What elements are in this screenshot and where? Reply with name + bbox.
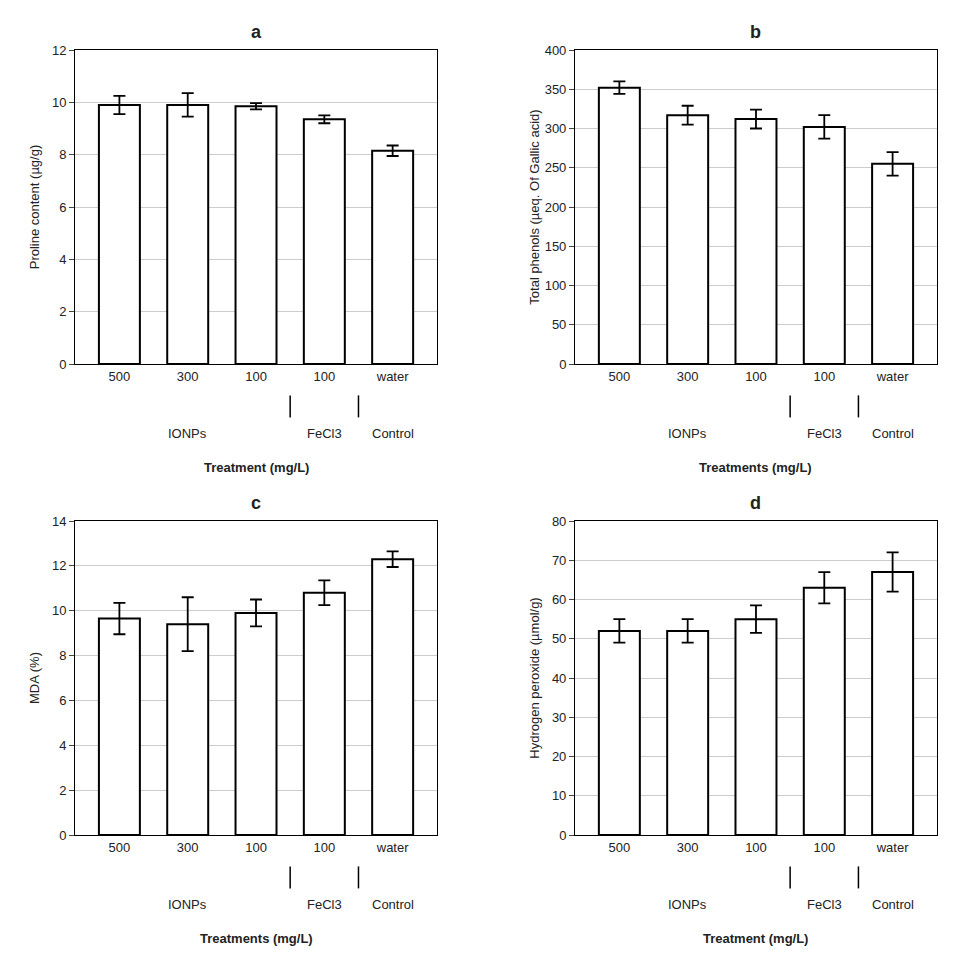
svg-text:150: 150 xyxy=(545,239,567,254)
svg-text:100: 100 xyxy=(813,369,835,384)
svg-text:Treatments (mg/L): Treatments (mg/L) xyxy=(200,931,313,946)
svg-text:d: d xyxy=(750,493,761,513)
svg-text:500: 500 xyxy=(109,369,131,384)
svg-text:10: 10 xyxy=(52,603,66,618)
svg-text:500: 500 xyxy=(609,369,631,384)
svg-text:IONPs: IONPs xyxy=(668,426,707,441)
svg-text:2: 2 xyxy=(59,304,66,319)
svg-text:FeCl3: FeCl3 xyxy=(807,426,842,441)
svg-text:100: 100 xyxy=(313,369,335,384)
svg-text:50: 50 xyxy=(552,317,566,332)
svg-text:40: 40 xyxy=(552,671,566,686)
svg-text:14: 14 xyxy=(52,514,66,529)
svg-text:0: 0 xyxy=(59,357,66,372)
svg-text:water: water xyxy=(376,369,409,384)
svg-text:8: 8 xyxy=(59,147,66,162)
svg-text:350: 350 xyxy=(545,82,567,97)
svg-text:Control: Control xyxy=(372,897,414,912)
svg-text:300: 300 xyxy=(177,840,199,855)
svg-text:100: 100 xyxy=(813,840,835,855)
svg-text:Treatment (mg/L): Treatment (mg/L) xyxy=(703,931,808,946)
svg-text:FeCl3: FeCl3 xyxy=(807,897,842,912)
svg-text:200: 200 xyxy=(545,200,567,215)
svg-text:Hydrogen peroxide (µmol/g): Hydrogen peroxide (µmol/g) xyxy=(527,597,542,758)
svg-text:FeCl3: FeCl3 xyxy=(307,426,342,441)
svg-text:IONPs: IONPs xyxy=(168,426,207,441)
svg-text:6: 6 xyxy=(59,693,66,708)
svg-text:300: 300 xyxy=(677,840,699,855)
svg-text:FeCl3: FeCl3 xyxy=(307,897,342,912)
svg-text:60: 60 xyxy=(552,592,566,607)
svg-text:100: 100 xyxy=(245,369,267,384)
svg-text:300: 300 xyxy=(677,369,699,384)
svg-text:20: 20 xyxy=(552,749,566,764)
svg-text:4: 4 xyxy=(59,738,66,753)
svg-text:Control: Control xyxy=(872,897,914,912)
svg-text:100: 100 xyxy=(545,278,567,293)
svg-text:c: c xyxy=(251,493,261,513)
svg-text:250: 250 xyxy=(545,160,567,175)
svg-text:400: 400 xyxy=(545,43,567,58)
svg-text:Proline content (µg/g): Proline content (µg/g) xyxy=(27,145,42,270)
svg-text:0: 0 xyxy=(59,828,66,843)
svg-text:6: 6 xyxy=(59,200,66,215)
svg-text:a: a xyxy=(251,22,262,42)
svg-text:50: 50 xyxy=(552,631,566,646)
svg-text:0: 0 xyxy=(559,357,566,372)
svg-text:Total phenols (µeq. Of Gallic: Total phenols (µeq. Of Gallic acid) xyxy=(527,109,542,304)
svg-text:water: water xyxy=(876,369,909,384)
svg-text:100: 100 xyxy=(245,840,267,855)
svg-text:8: 8 xyxy=(59,648,66,663)
svg-text:Control: Control xyxy=(372,426,414,441)
svg-text:2: 2 xyxy=(59,783,66,798)
svg-text:100: 100 xyxy=(745,840,767,855)
svg-text:500: 500 xyxy=(109,840,131,855)
svg-text:70: 70 xyxy=(552,553,566,568)
svg-text:12: 12 xyxy=(52,558,66,573)
svg-text:water: water xyxy=(376,840,409,855)
svg-text:30: 30 xyxy=(552,710,566,725)
svg-text:100: 100 xyxy=(745,369,767,384)
svg-text:4: 4 xyxy=(59,252,66,267)
svg-text:12: 12 xyxy=(52,43,66,58)
svg-text:10: 10 xyxy=(52,95,66,110)
svg-text:MDA (%): MDA (%) xyxy=(27,652,42,704)
svg-text:0: 0 xyxy=(559,828,566,843)
svg-text:Treatments (mg/L): Treatments (mg/L) xyxy=(699,460,812,475)
svg-text:300: 300 xyxy=(177,369,199,384)
svg-text:500: 500 xyxy=(609,840,631,855)
svg-text:IONPs: IONPs xyxy=(168,897,207,912)
svg-text:water: water xyxy=(876,840,909,855)
svg-text:100: 100 xyxy=(313,840,335,855)
svg-text:300: 300 xyxy=(545,121,567,136)
svg-text:80: 80 xyxy=(552,514,566,529)
svg-text:Control: Control xyxy=(872,426,914,441)
svg-text:10: 10 xyxy=(552,788,566,803)
svg-text:b: b xyxy=(750,22,761,42)
svg-text:IONPs: IONPs xyxy=(668,897,707,912)
svg-text:Treatment (mg/L): Treatment (mg/L) xyxy=(204,460,309,475)
